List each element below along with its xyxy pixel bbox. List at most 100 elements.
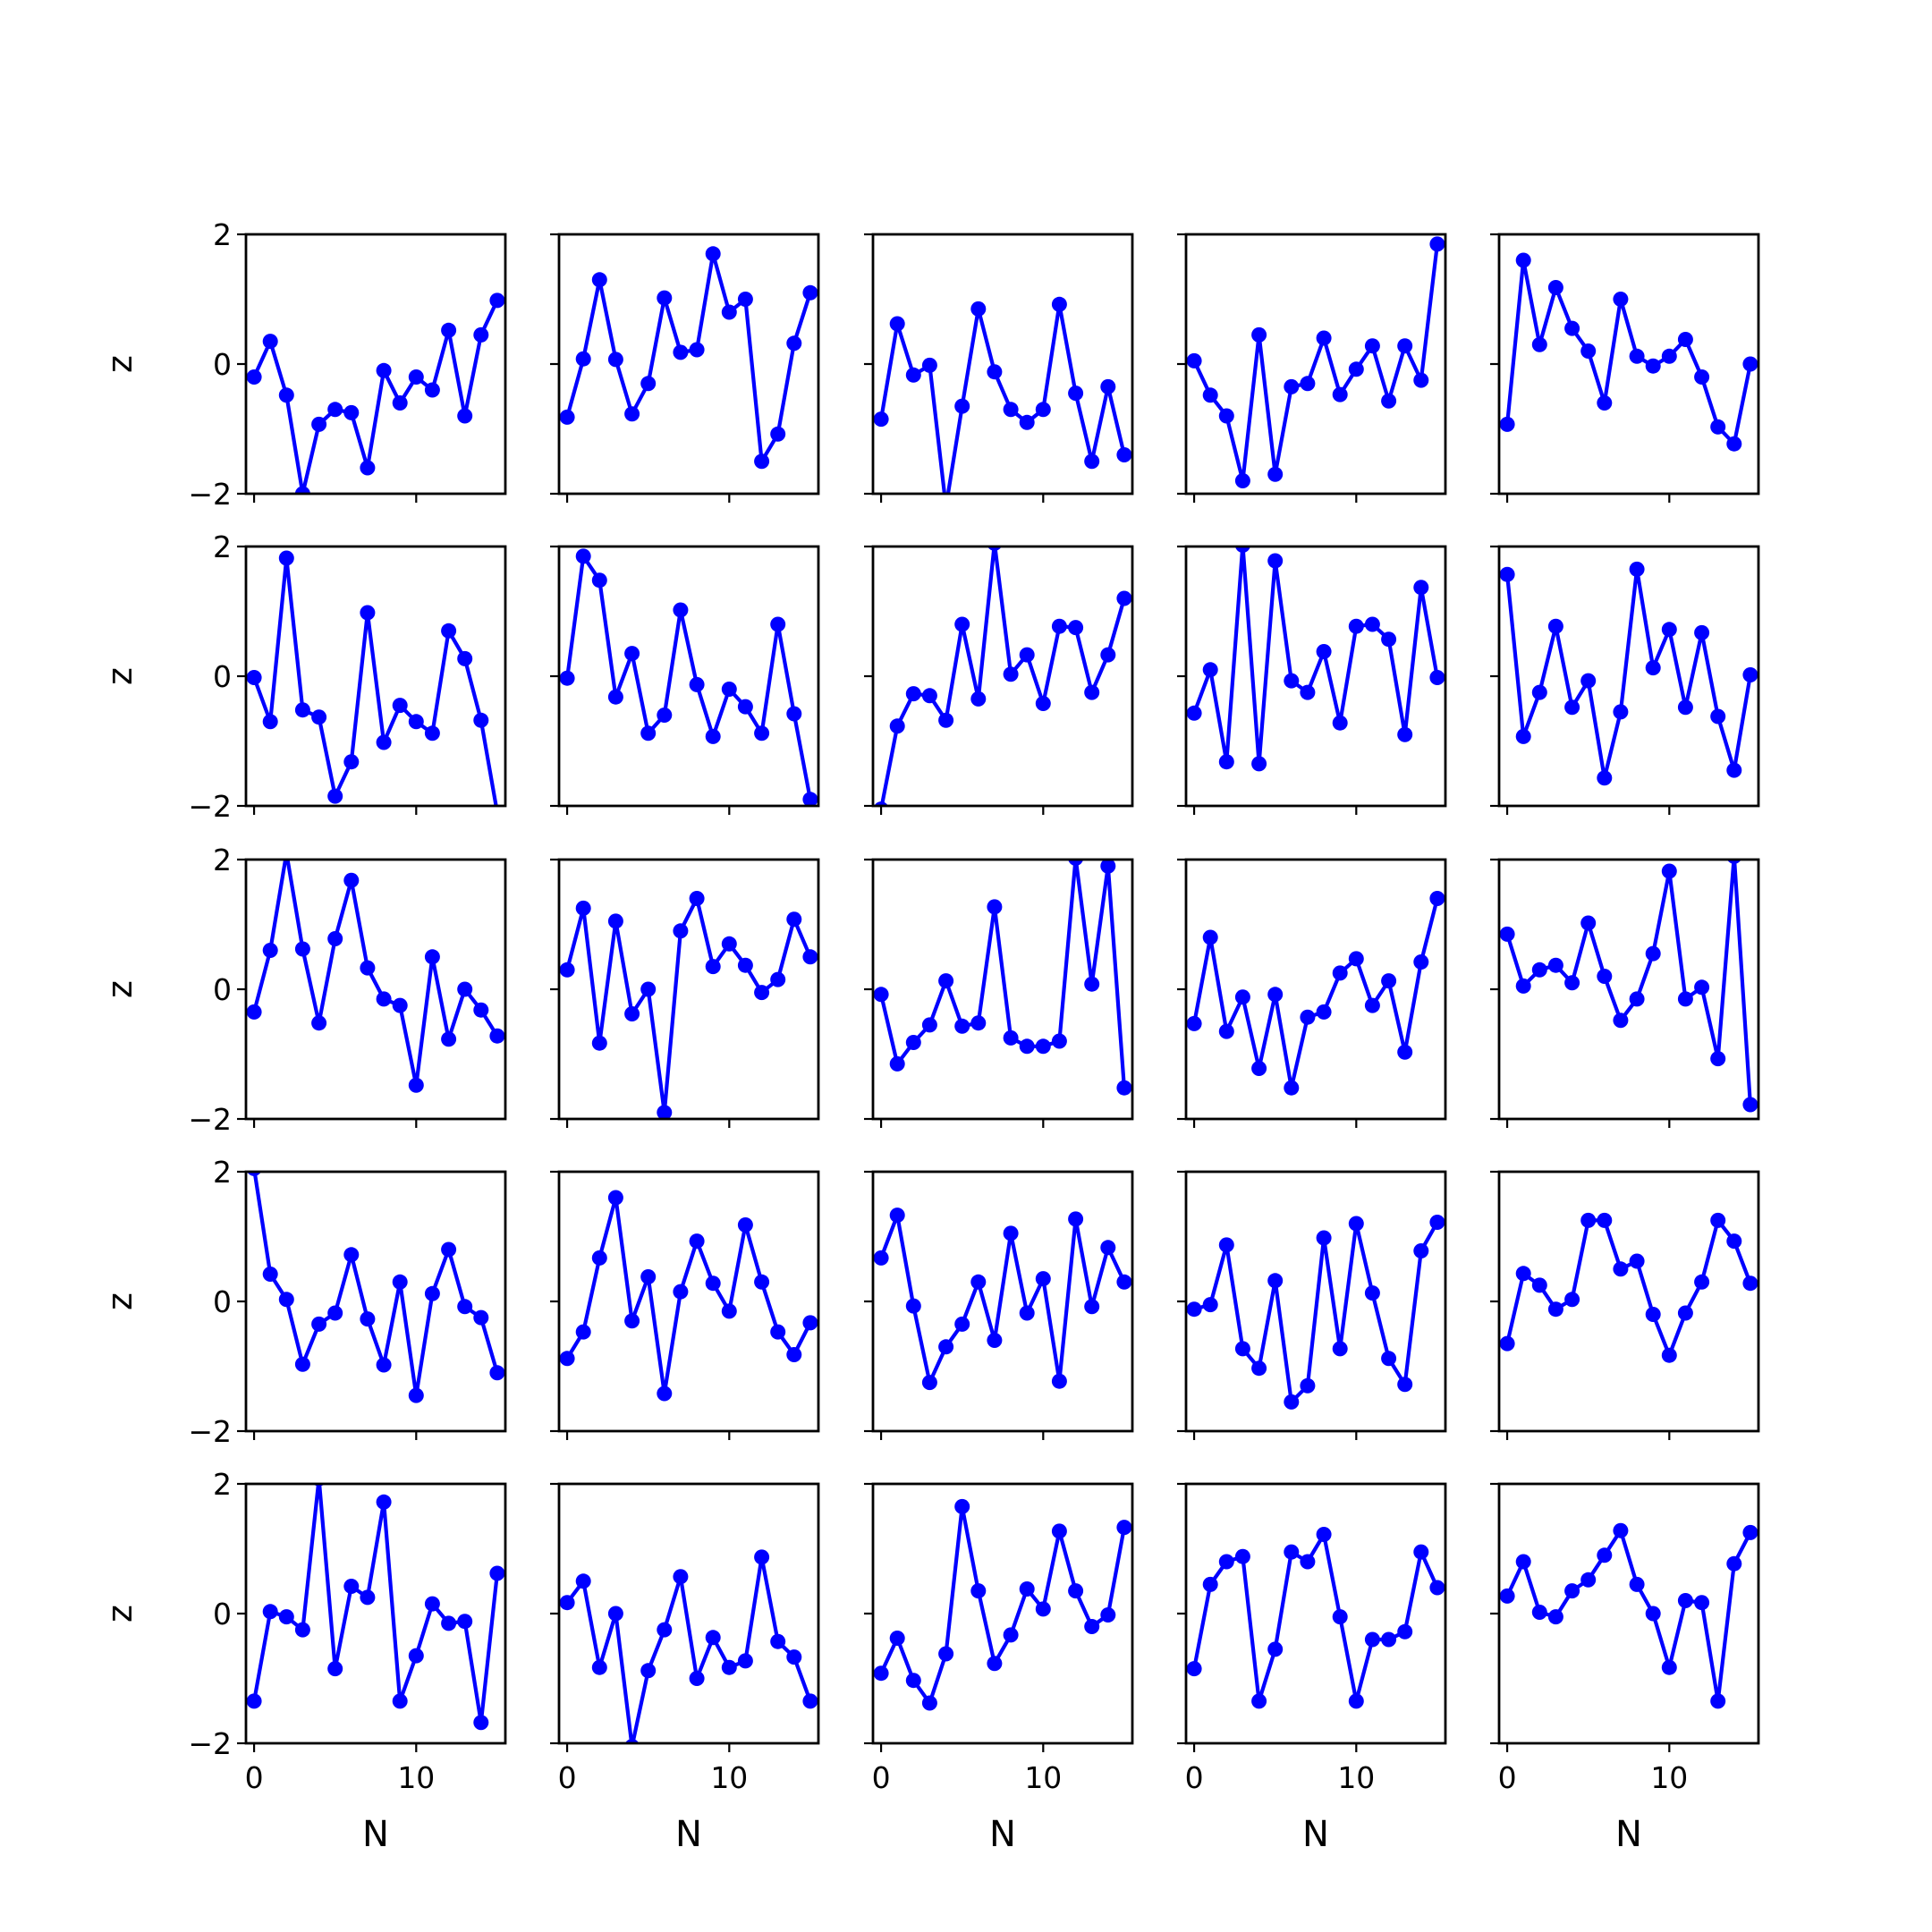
data-point [559,409,575,425]
series-line [1505,860,1752,1106]
data-point [1267,466,1284,482]
series-group [1499,561,1758,786]
data-point [441,1241,457,1258]
data-point [1677,1593,1693,1608]
data-point [673,344,689,360]
data-point [1710,419,1726,435]
data-point [575,1573,591,1589]
series-line [879,1504,1126,1706]
data-point [575,1324,591,1340]
data-point [1629,1253,1645,1269]
data-point [1645,1606,1661,1622]
data-point [754,1549,770,1565]
data-point [607,1190,623,1206]
data-point [607,913,623,929]
axes-frame [244,233,507,496]
data-point [1364,338,1380,354]
data-point [441,1615,457,1631]
data-point [575,548,591,564]
subplot-5-3: 0 10N [864,1482,1134,1855]
y-tick-label: −2 [188,1414,232,1449]
data-point [1300,1009,1316,1025]
subplot-5-5: 0 10N [1490,1482,1760,1855]
data-point [737,1217,753,1233]
series-group [1186,1527,1445,1709]
data-point [1100,647,1116,663]
subplot-3-2 [550,858,820,1128]
y-tick-label: −2 [188,477,232,512]
x-tick-label: 0 [872,1760,891,1795]
axes-frame [871,545,1134,808]
data-point [921,1375,937,1391]
data-point [1413,1243,1429,1258]
data-point [770,1633,786,1649]
data-point [1429,236,1445,252]
series-group [874,547,1132,806]
axes-frame [557,1170,820,1433]
data-point [360,1311,376,1327]
data-point [954,1316,970,1332]
data-point [754,453,770,470]
data-point [1531,962,1547,978]
series-group [873,1208,1132,1391]
data-point [1661,348,1677,364]
y-tick-label: 0 [213,659,232,694]
data-point [1348,1216,1364,1232]
data-point [327,402,343,418]
data-point [278,387,294,403]
data-point [246,1004,262,1020]
data-point [376,362,392,378]
data-point [1267,1273,1284,1289]
data-point [1300,376,1316,392]
data-point [424,1285,440,1301]
data-point [392,698,408,714]
y-tick-label: 0 [213,347,232,382]
data-point [247,1172,261,1176]
axes-frame [1497,233,1760,496]
series-line [1192,897,1439,1090]
data-point [1413,372,1429,388]
y-tick-label: 2 [213,1467,232,1502]
data-point [1499,926,1515,942]
data-point [1694,1595,1710,1611]
data-point [1613,1261,1629,1277]
data-point [1051,1033,1067,1049]
data-point [1234,1548,1250,1564]
data-point [786,706,802,722]
data-point [392,1693,408,1709]
axes-frame [871,1482,1134,1745]
data-point [1234,989,1250,1005]
data-point [1084,684,1100,700]
series-line [565,896,812,1114]
subplot-1-1: −2 0 2 z [100,217,507,512]
data-point [360,605,376,621]
y-tick-label: 2 [213,217,232,252]
data-point [1564,699,1580,716]
data-point [1629,561,1645,577]
data-point [1284,1394,1300,1410]
series-group [559,891,818,1119]
data-point [457,1299,473,1315]
data-point [921,1017,937,1033]
data-point [1019,647,1035,663]
data-point [737,699,753,715]
data-point [424,949,440,965]
series-group [246,292,505,494]
data-point [1068,1583,1084,1599]
data-point [591,272,607,288]
axes-frame [1184,1482,1447,1745]
data-point [1499,566,1515,582]
axes-frame [1497,545,1760,808]
data-point [721,1303,737,1319]
series-line [1505,258,1752,446]
data-point [1580,1572,1597,1588]
data-point [278,1609,294,1625]
series-group [1499,252,1758,452]
data-point [905,1673,921,1689]
data-point [721,1659,737,1675]
data-point [1019,414,1035,430]
subplot-4-4 [1177,1170,1447,1440]
data-point [1202,1576,1218,1592]
data-point [1742,1275,1758,1292]
data-point [1515,1266,1531,1282]
